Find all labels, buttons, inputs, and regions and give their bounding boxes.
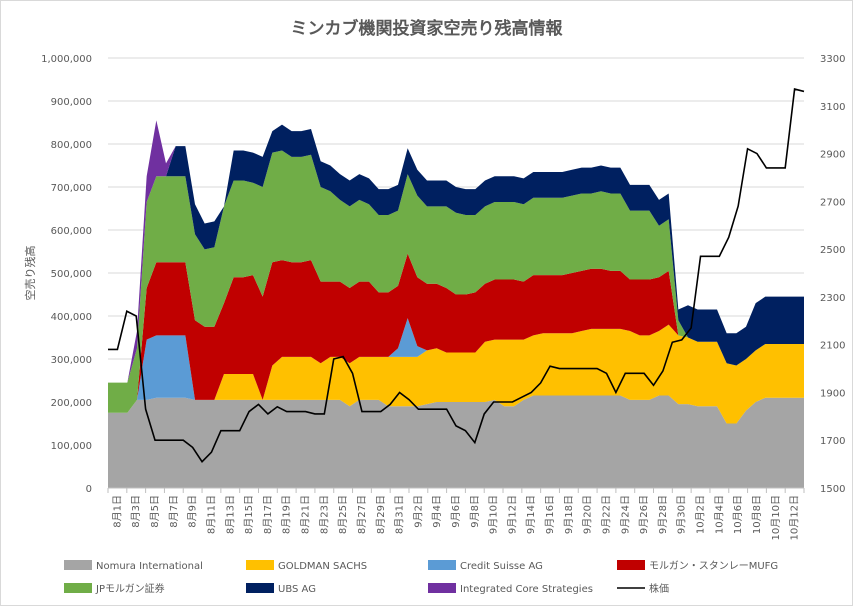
area-series (108, 150, 804, 413)
x-tick-label: 9月14日 (525, 495, 537, 534)
x-tick-label: 9月4日 (431, 495, 443, 528)
y-axis-title: 空売り残高 (23, 246, 37, 301)
x-tick-label: 9月22日 (600, 495, 612, 534)
x-tick-label: 8月7日 (168, 495, 180, 528)
legend-swatch (617, 560, 645, 570)
legend-swatch (428, 560, 456, 570)
legend-label: UBS AG (278, 584, 316, 595)
x-tick-label: 8月15日 (243, 495, 255, 534)
legend-swatch (428, 583, 456, 593)
stock-price-line (108, 88, 805, 463)
x-tick-label: 8月27日 (356, 495, 368, 534)
y2-tick-label: 2300 (820, 293, 845, 304)
y-tick-label: 200,000 (51, 398, 92, 409)
x-tick-label: 9月20日 (582, 495, 594, 534)
x-tick-label: 9月18日 (563, 495, 575, 534)
y-tick-label: 1,000,000 (41, 54, 92, 65)
x-tick-label: 9月28日 (657, 495, 669, 534)
x-tick-label: 8月31日 (394, 495, 406, 534)
y2-tick-label: 1500 (820, 484, 845, 495)
x-tick-label: 9月26日 (638, 495, 650, 534)
x-tick-label: 8月21日 (300, 495, 312, 534)
y2-tick-label: 2500 (820, 245, 845, 256)
x-tick-label: 10月2日 (695, 495, 707, 534)
legend-swatch (246, 583, 274, 593)
legend-label: Integrated Core Strategies (460, 584, 593, 595)
legend-label: GOLDMAN SACHS (278, 561, 367, 572)
x-tick-label: 8月17日 (262, 495, 274, 534)
y-tick-label: 800,000 (51, 140, 92, 151)
y2-tick-label: 2100 (820, 341, 845, 352)
x-tick-label: 9月24日 (619, 495, 631, 534)
y2-tick-label: 1900 (820, 388, 845, 399)
x-tick-label: 8月11日 (205, 495, 217, 534)
y-tick-label: 300,000 (51, 355, 92, 366)
area-series (108, 395, 804, 488)
x-tick-label: 10月12日 (789, 495, 801, 540)
x-tick-label: 9月30日 (676, 495, 688, 534)
y-tick-label: 0 (86, 484, 92, 495)
legend-label: JPモルガン証券 (95, 582, 165, 595)
x-tick-label: 8月13日 (224, 495, 236, 534)
x-tick-label: 8月5日 (149, 495, 161, 528)
chart-title: ミンカブ機関投資家空売り残高情報 (290, 19, 563, 39)
y-tick-label: 900,000 (51, 97, 92, 108)
x-tick-label: 9月2日 (412, 495, 424, 528)
x-tick-label: 10月4日 (713, 495, 725, 534)
legend-label: 株価 (649, 582, 669, 595)
y-tick-label: 700,000 (51, 183, 92, 194)
y2-tick-label: 2900 (820, 150, 845, 161)
x-tick-label: 9月12日 (506, 495, 518, 534)
x-tick-label: 8月25日 (337, 495, 349, 534)
x-tick-label: 8月23日 (318, 495, 330, 534)
y-tick-label: 600,000 (51, 226, 92, 237)
legend-swatch (64, 583, 92, 593)
y2-tick-label: 3300 (820, 54, 845, 65)
y2-tick-label: 2700 (820, 197, 845, 208)
area-series (108, 253, 804, 413)
legend-label: Nomura International (96, 561, 203, 572)
legend-label: モルガン・スタンレーMUFG (649, 560, 778, 572)
x-tick-label: 10月10日 (770, 495, 782, 540)
x-tick-label: 8月9日 (187, 495, 199, 528)
y-tick-label: 400,000 (51, 312, 92, 323)
x-tick-label: 9月16日 (544, 495, 556, 534)
x-tick-label: 8月1日 (111, 495, 123, 528)
x-tick-label: 8月3日 (130, 495, 142, 528)
area-series (108, 324, 804, 424)
legend-swatch (246, 560, 274, 570)
x-tick-label: 9月6日 (450, 495, 462, 528)
y2-tick-label: 1700 (820, 436, 845, 447)
y-tick-label: 100,000 (51, 441, 92, 452)
x-tick-label: 10月6日 (732, 495, 744, 534)
area-series (108, 124, 804, 383)
x-tick-label: 8月19日 (281, 495, 293, 534)
legend-label: Credit Suisse AG (460, 561, 543, 572)
y-tick-label: 500,000 (51, 269, 92, 280)
x-tick-label: 10月8日 (751, 495, 763, 534)
x-tick-label: 9月8日 (469, 495, 481, 528)
x-tick-label: 9月10日 (488, 495, 500, 534)
y2-tick-label: 3100 (820, 102, 845, 113)
legend-swatch (64, 560, 92, 570)
x-tick-label: 8月29日 (375, 495, 387, 534)
